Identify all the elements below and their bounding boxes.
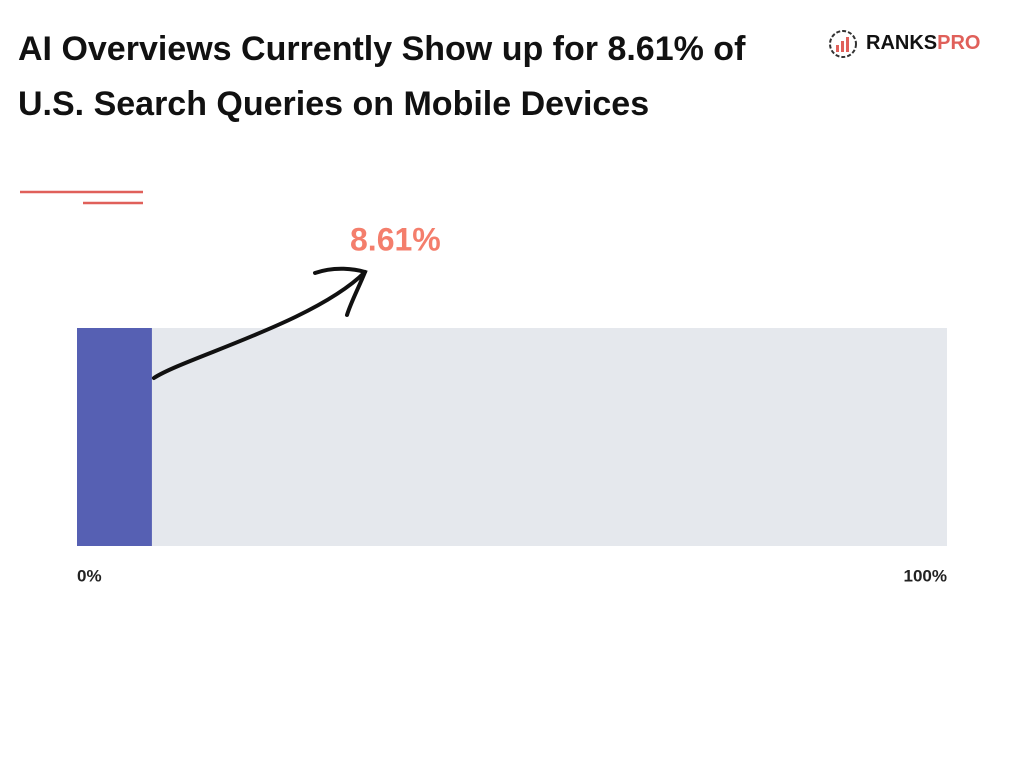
value-label: 8.61% [350,221,441,257]
logo-text-part: PRO [937,32,980,54]
x-tick-label: 0% [77,566,102,585]
arrow [151,270,367,380]
bar-track [77,328,947,546]
logo-icon [846,37,849,52]
logo: RANKSPRO [829,30,980,58]
logo-icon [841,41,844,52]
logo-text-part: RANKS [866,32,937,54]
chart-title: AI Overviews Currently Show up for 8.61%… [18,30,746,123]
logo-icon [829,30,857,58]
arrowhead [313,266,368,317]
logo-icon [836,45,839,52]
x-tick-label: 100% [904,566,947,585]
bar [77,328,152,546]
logo-text: RANKSPRO [866,32,980,54]
